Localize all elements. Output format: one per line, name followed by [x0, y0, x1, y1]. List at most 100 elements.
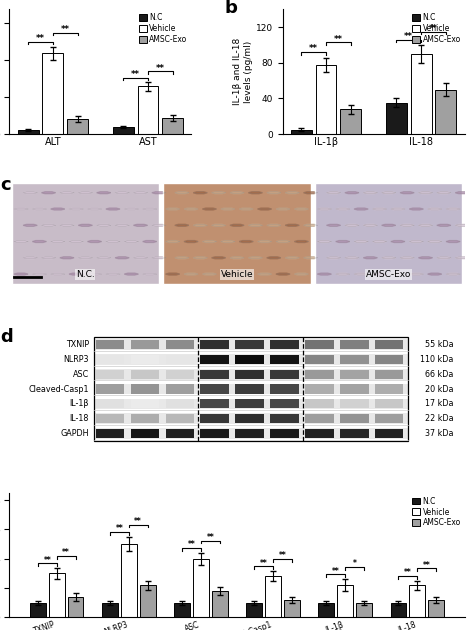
Polygon shape	[267, 224, 281, 226]
Bar	[409, 585, 425, 617]
Polygon shape	[69, 273, 83, 275]
Bar	[165, 429, 194, 438]
Bar	[18, 130, 39, 134]
Bar	[305, 340, 334, 349]
Text: **: **	[116, 524, 123, 533]
Polygon shape	[276, 241, 290, 243]
Polygon shape	[382, 224, 396, 226]
Bar	[201, 370, 229, 379]
Polygon shape	[230, 224, 244, 226]
Polygon shape	[336, 241, 350, 243]
Polygon shape	[345, 257, 359, 259]
Y-axis label: IL-1β and IL-18
levels (pg/ml): IL-1β and IL-18 levels (pg/ml)	[234, 38, 253, 105]
Text: **: **	[309, 45, 318, 54]
Polygon shape	[455, 224, 469, 226]
Polygon shape	[419, 192, 432, 193]
Bar	[94, 428, 408, 439]
Bar	[165, 399, 194, 408]
Polygon shape	[152, 224, 166, 226]
Polygon shape	[285, 257, 299, 259]
Text: 20 kDa: 20 kDa	[425, 384, 453, 394]
Polygon shape	[221, 208, 235, 210]
Polygon shape	[428, 208, 442, 210]
Polygon shape	[230, 257, 244, 259]
Bar	[391, 603, 406, 617]
Bar	[12, 183, 159, 284]
Polygon shape	[455, 192, 469, 193]
Polygon shape	[446, 273, 460, 275]
Legend: N.C, Vehicle, AMSC-Exo: N.C, Vehicle, AMSC-Exo	[139, 13, 188, 44]
Bar	[137, 86, 158, 134]
Polygon shape	[248, 257, 263, 259]
Bar	[340, 429, 369, 438]
Bar	[43, 54, 64, 134]
Polygon shape	[354, 273, 368, 275]
Polygon shape	[175, 192, 189, 193]
Text: **: **	[423, 561, 430, 570]
Polygon shape	[32, 241, 46, 243]
Polygon shape	[88, 273, 101, 275]
Polygon shape	[134, 192, 147, 193]
Polygon shape	[317, 241, 331, 243]
Bar	[67, 119, 88, 134]
Text: 110 kDa: 110 kDa	[420, 355, 453, 364]
Polygon shape	[51, 241, 65, 243]
Bar	[270, 429, 299, 438]
Polygon shape	[143, 241, 157, 243]
Polygon shape	[165, 208, 180, 210]
Polygon shape	[124, 241, 138, 243]
Bar	[284, 600, 300, 617]
Bar	[305, 355, 334, 364]
Bar	[94, 399, 408, 410]
Bar	[270, 340, 299, 349]
Bar	[235, 429, 264, 438]
Polygon shape	[88, 241, 101, 243]
Bar	[121, 544, 137, 617]
Polygon shape	[437, 257, 451, 259]
Polygon shape	[437, 224, 451, 226]
Bar	[94, 369, 408, 380]
Polygon shape	[257, 273, 272, 275]
Polygon shape	[115, 257, 129, 259]
Text: NLRP3: NLRP3	[64, 355, 89, 364]
Text: **: **	[207, 533, 214, 542]
Polygon shape	[317, 273, 331, 275]
Polygon shape	[345, 192, 359, 193]
Bar	[270, 399, 299, 408]
Text: *: *	[353, 559, 356, 568]
Polygon shape	[184, 273, 198, 275]
Bar	[428, 600, 444, 617]
Polygon shape	[239, 241, 253, 243]
Polygon shape	[152, 257, 166, 259]
Bar	[356, 603, 372, 617]
Bar	[375, 340, 403, 349]
Polygon shape	[60, 257, 74, 259]
Bar	[94, 354, 408, 365]
Polygon shape	[294, 241, 309, 243]
Polygon shape	[285, 192, 299, 193]
Bar	[131, 370, 159, 379]
Bar	[94, 337, 408, 441]
Text: 66 kDa: 66 kDa	[425, 370, 453, 379]
Bar	[386, 103, 407, 134]
Polygon shape	[32, 273, 46, 275]
Bar	[96, 340, 124, 349]
Bar	[375, 414, 403, 423]
Polygon shape	[69, 241, 83, 243]
Text: d: d	[0, 328, 13, 347]
Polygon shape	[211, 192, 226, 193]
Polygon shape	[51, 208, 65, 210]
Polygon shape	[400, 257, 414, 259]
Bar	[131, 399, 159, 408]
Bar	[165, 414, 194, 423]
Bar	[193, 559, 209, 617]
Bar	[337, 585, 353, 617]
Polygon shape	[88, 208, 101, 210]
Bar	[315, 183, 462, 284]
Bar	[96, 414, 124, 423]
Polygon shape	[124, 208, 138, 210]
Polygon shape	[14, 273, 28, 275]
Text: IL-1β: IL-1β	[70, 399, 89, 408]
Text: 55 kDa: 55 kDa	[425, 340, 453, 349]
Polygon shape	[23, 224, 37, 226]
